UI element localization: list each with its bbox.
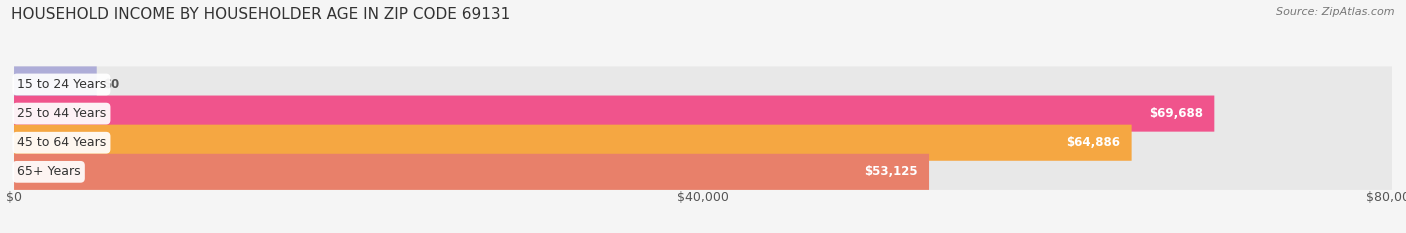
Text: $69,688: $69,688 bbox=[1149, 107, 1204, 120]
FancyBboxPatch shape bbox=[14, 66, 97, 103]
Text: $0: $0 bbox=[104, 78, 120, 91]
FancyBboxPatch shape bbox=[14, 154, 1392, 190]
Text: 45 to 64 Years: 45 to 64 Years bbox=[17, 136, 105, 149]
FancyBboxPatch shape bbox=[14, 125, 1132, 161]
Text: $64,886: $64,886 bbox=[1067, 136, 1121, 149]
FancyBboxPatch shape bbox=[14, 154, 929, 190]
FancyBboxPatch shape bbox=[14, 96, 1392, 132]
Text: $53,125: $53,125 bbox=[865, 165, 918, 178]
Text: 65+ Years: 65+ Years bbox=[17, 165, 80, 178]
FancyBboxPatch shape bbox=[14, 66, 1392, 103]
FancyBboxPatch shape bbox=[14, 125, 1392, 161]
Text: 25 to 44 Years: 25 to 44 Years bbox=[17, 107, 105, 120]
FancyBboxPatch shape bbox=[14, 96, 1215, 132]
Text: 15 to 24 Years: 15 to 24 Years bbox=[17, 78, 105, 91]
Text: Source: ZipAtlas.com: Source: ZipAtlas.com bbox=[1277, 7, 1395, 17]
Text: HOUSEHOLD INCOME BY HOUSEHOLDER AGE IN ZIP CODE 69131: HOUSEHOLD INCOME BY HOUSEHOLDER AGE IN Z… bbox=[11, 7, 510, 22]
